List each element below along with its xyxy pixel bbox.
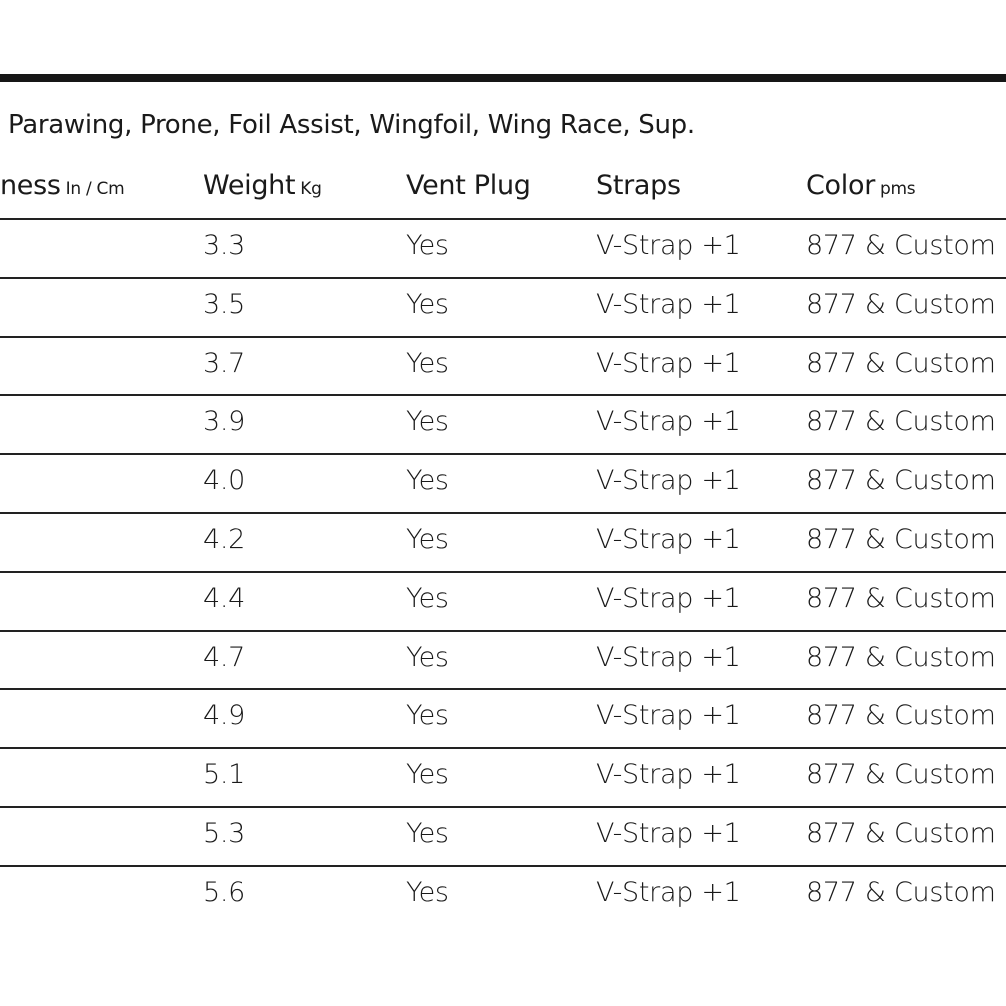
header-label: Weight — [203, 170, 296, 201]
row-rule — [0, 629, 1006, 632]
table-cell: 5.6 — [203, 876, 246, 908]
header-unit: In / Cm — [65, 179, 125, 199]
table-cell: Yes — [406, 700, 449, 732]
table-cell: 877 & Custom Re — [806, 406, 1006, 438]
header-label: Straps — [596, 170, 681, 201]
table-cell: V-Strap +1 — [596, 524, 741, 555]
row-rule — [0, 453, 1006, 456]
use-cases: Parawing, Prone, Foil Assist, Wingfoil, … — [8, 110, 695, 140]
header-cell: Color pms — [806, 170, 916, 205]
row-rule — [0, 218, 1006, 220]
row-rule — [0, 688, 1006, 691]
table-cell: Yes — [406, 818, 449, 849]
table-cell: Yes — [406, 465, 449, 497]
table-cell: 877 & Custom Re — [806, 700, 1006, 732]
table-cell: Yes — [406, 641, 449, 673]
table-cell: Yes — [406, 288, 449, 320]
table-cell: 877 & Custom Re — [806, 347, 1006, 379]
header-cell: Weight Kg — [203, 170, 322, 205]
table-cell: 4.0 — [203, 465, 246, 497]
row-rule — [0, 512, 1006, 514]
table-cell: Yes — [406, 759, 449, 791]
header-cell: Vent Plug — [406, 170, 531, 202]
header-unit: pms — [880, 179, 916, 199]
table-cell: 877 & Custom Re — [806, 288, 1006, 320]
table-cell: V-Strap +1 — [596, 876, 741, 908]
row-rule — [0, 570, 1006, 573]
top-bar — [0, 74, 1006, 82]
table-cell: 877 & Custom Re — [806, 641, 1006, 673]
table-cell: V-Strap +1 — [596, 582, 741, 614]
header-label: Vent Plug — [406, 170, 531, 201]
table-cell: 877 & Custom Re — [806, 524, 1006, 555]
table-cell: Yes — [406, 406, 449, 438]
row-rule — [0, 806, 1006, 808]
row-rule — [0, 276, 1006, 279]
table-cell: 5.3 — [203, 818, 246, 849]
table-cell: 877 & Custom Re — [806, 818, 1006, 849]
row-rule — [0, 394, 1006, 397]
table-cell: Yes — [406, 230, 449, 261]
table-cell: 3.3 — [203, 230, 246, 261]
table-cell: Yes — [406, 347, 449, 379]
table-cell: 877 & Custom Re — [806, 876, 1006, 908]
table-cell: V-Strap +1 — [596, 230, 741, 261]
table-cell: 4.2 — [203, 524, 246, 555]
table-cell: 877 & Custom Re — [806, 759, 1006, 791]
header-label: Color — [806, 170, 875, 201]
table-cell: V-Strap +1 — [596, 288, 741, 320]
header-unit: Kg — [300, 179, 322, 199]
table-cell: 4.4 — [203, 582, 246, 614]
row-rule — [0, 864, 1006, 867]
table-cell: 3.5 — [203, 288, 246, 320]
table-cell: Yes — [406, 524, 449, 555]
table-cell: 877 & Custom Re — [806, 582, 1006, 614]
table-cell: 4.7 — [203, 641, 246, 673]
row-rule — [0, 335, 1006, 338]
table-cell: 877 & Custom Re — [806, 230, 1006, 261]
header-cell: Straps — [596, 170, 681, 202]
table-cell: V-Strap +1 — [596, 700, 741, 732]
table-cell: V-Strap +1 — [596, 759, 741, 791]
table-cell: 3.9 — [203, 406, 246, 438]
header-cell: ness In / Cm — [0, 170, 125, 205]
table-cell: V-Strap +1 — [596, 406, 741, 438]
table-cell: V-Strap +1 — [596, 465, 741, 497]
table-cell: 3.7 — [203, 347, 246, 379]
table-cell: V-Strap +1 — [596, 347, 741, 379]
table-cell: Yes — [406, 876, 449, 908]
row-rule — [0, 747, 1006, 750]
table-cell: V-Strap +1 — [596, 641, 741, 673]
table-cell: V-Strap +1 — [596, 818, 741, 849]
table-cell: 5.1 — [203, 759, 246, 791]
table-cell: Yes — [406, 582, 449, 614]
table-cell: 877 & Custom Re — [806, 465, 1006, 497]
header-label: ness — [0, 170, 61, 201]
table-cell: 4.9 — [203, 700, 246, 732]
